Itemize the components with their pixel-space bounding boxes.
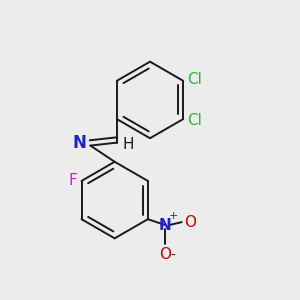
Text: -: - bbox=[171, 249, 176, 262]
Text: N: N bbox=[73, 134, 87, 152]
Text: F: F bbox=[68, 173, 77, 188]
Text: O: O bbox=[160, 247, 172, 262]
Text: Cl: Cl bbox=[188, 113, 202, 128]
Text: +: + bbox=[169, 211, 178, 221]
Text: N: N bbox=[159, 218, 172, 232]
Text: O: O bbox=[184, 214, 196, 230]
Text: H: H bbox=[122, 136, 134, 152]
Text: Cl: Cl bbox=[188, 72, 202, 87]
